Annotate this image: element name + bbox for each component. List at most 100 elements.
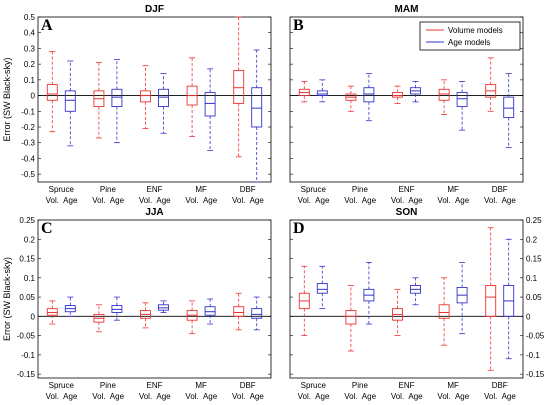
box-iqr [503, 96, 515, 119]
box-iqr [46, 308, 58, 316]
box-vol-mf [186, 300, 198, 335]
box-age-dbf [503, 238, 515, 360]
box-age-mf [456, 81, 468, 131]
panel-title: DJF [145, 4, 164, 15]
category-label: Pine [100, 381, 117, 390]
sublabel-vol: Vol. [484, 196, 497, 205]
box-vol-spruce [298, 81, 310, 103]
sublabel-vol: Vol. [391, 392, 404, 401]
box-iqr [46, 84, 58, 101]
sublabel-age: Age [110, 196, 125, 205]
y-tick-label: 0 [526, 312, 531, 321]
sublabel-age: Age [110, 392, 125, 401]
y-tick-label: 0 [31, 92, 36, 101]
box-iqr [251, 87, 263, 128]
box-age-dbf [503, 73, 515, 148]
plot-frame [37, 16, 272, 183]
box-age-mf [204, 68, 216, 151]
box-vol-pine [345, 285, 357, 352]
y-tick-label: 0.25 [526, 216, 542, 225]
panel-letter: A [41, 17, 53, 34]
y-tick-label: -0.1 [526, 351, 540, 360]
legend-box [419, 21, 521, 51]
box-iqr [438, 304, 450, 319]
sublabel-vol: Vol. [92, 196, 105, 205]
sublabel-vol: Vol. [46, 392, 59, 401]
sublabel-age: Age [362, 196, 377, 205]
box-vol-dbf [485, 57, 497, 112]
box-iqr [345, 310, 357, 325]
y-tick-label: -0.15 [526, 370, 545, 379]
box-age-pine [111, 59, 123, 144]
box-vol-enf [140, 65, 151, 129]
y-tick-label: 0.5 [24, 13, 36, 22]
box-iqr [204, 91, 216, 117]
panel-letter: C [41, 220, 53, 237]
sublabel-age: Age [455, 392, 470, 401]
box-vol-spruce [46, 300, 58, 325]
box-vol-pine [93, 304, 105, 333]
sublabel-vol: Vol. [185, 392, 198, 401]
category-label: Spruce [49, 381, 75, 390]
box-vol-mf [438, 277, 450, 346]
sublabel-age: Age [502, 392, 517, 401]
box-vol-enf [392, 288, 403, 337]
box-iqr [233, 306, 245, 317]
box-iqr [233, 69, 245, 104]
box-iqr [64, 90, 76, 112]
legend-label-age: Age models [448, 38, 490, 47]
sublabel-age: Age [156, 392, 171, 401]
category-label: MF [195, 381, 207, 390]
sublabel-age: Age [315, 196, 330, 205]
legend-label-volume: Volume models [448, 26, 503, 35]
y-tick-label: 0.1 [24, 76, 36, 85]
category-label: DBF [240, 381, 256, 390]
panel-title: SON [396, 207, 418, 218]
panel-a: DJF A -0.5 -0.4 -0.3 -0.2 -0.1 0 0.1 0.2 0.3 0.4 0.5… [2, 4, 272, 205]
box-vol-mf [438, 79, 450, 115]
sublabel-age: Age [315, 392, 330, 401]
box-iqr [158, 88, 169, 108]
box-age-spruce [316, 265, 328, 310]
box-iqr [111, 88, 123, 108]
sublabel-age: Age [408, 392, 423, 401]
y-tick-label: -0.15 [17, 370, 36, 379]
sublabel-vol: Vol. [185, 196, 198, 205]
box-vol-enf [392, 85, 403, 104]
panel-title: MAM [395, 4, 419, 15]
category-label: Spruce [301, 185, 327, 194]
box-age-pine [363, 73, 375, 122]
box-iqr [438, 88, 450, 101]
box-iqr [140, 90, 151, 103]
category-label: DBF [492, 185, 508, 194]
box-iqr [363, 87, 375, 103]
plot-frame [37, 219, 272, 379]
y-tick-label: 0.2 [24, 235, 36, 244]
sublabel-age: Age [455, 196, 470, 205]
category-label: MF [195, 185, 207, 194]
category-label: Pine [100, 185, 117, 194]
sublabel-age: Age [408, 196, 423, 205]
category-label: Spruce [49, 185, 75, 194]
box-vol-enf [140, 302, 151, 329]
box-vol-pine [93, 62, 105, 139]
panel-letter: D [293, 220, 305, 237]
y-tick-label: 0.2 [24, 60, 36, 69]
y-tick-label: 0.1 [526, 274, 538, 283]
plot-frame [289, 16, 524, 183]
category-label: MF [447, 185, 459, 194]
sublabel-age: Age [203, 392, 218, 401]
panel-title: JJA [145, 207, 163, 218]
sublabel-age: Age [203, 196, 218, 205]
y-tick-label: 0.3 [24, 44, 36, 53]
y-axis-label: Error (SW Black-sky) [2, 58, 12, 142]
box-vol-mf [186, 57, 198, 137]
sublabel-vol: Vol. [139, 392, 152, 401]
box-iqr [316, 283, 328, 294]
category-label: Spruce [301, 381, 327, 390]
y-tick-label: -0.05 [17, 332, 36, 341]
y-tick-label: -0.3 [21, 139, 35, 148]
sublabel-vol: Vol. [298, 392, 311, 401]
box-iqr [316, 90, 328, 97]
box-vol-dbf [233, 16, 245, 158]
